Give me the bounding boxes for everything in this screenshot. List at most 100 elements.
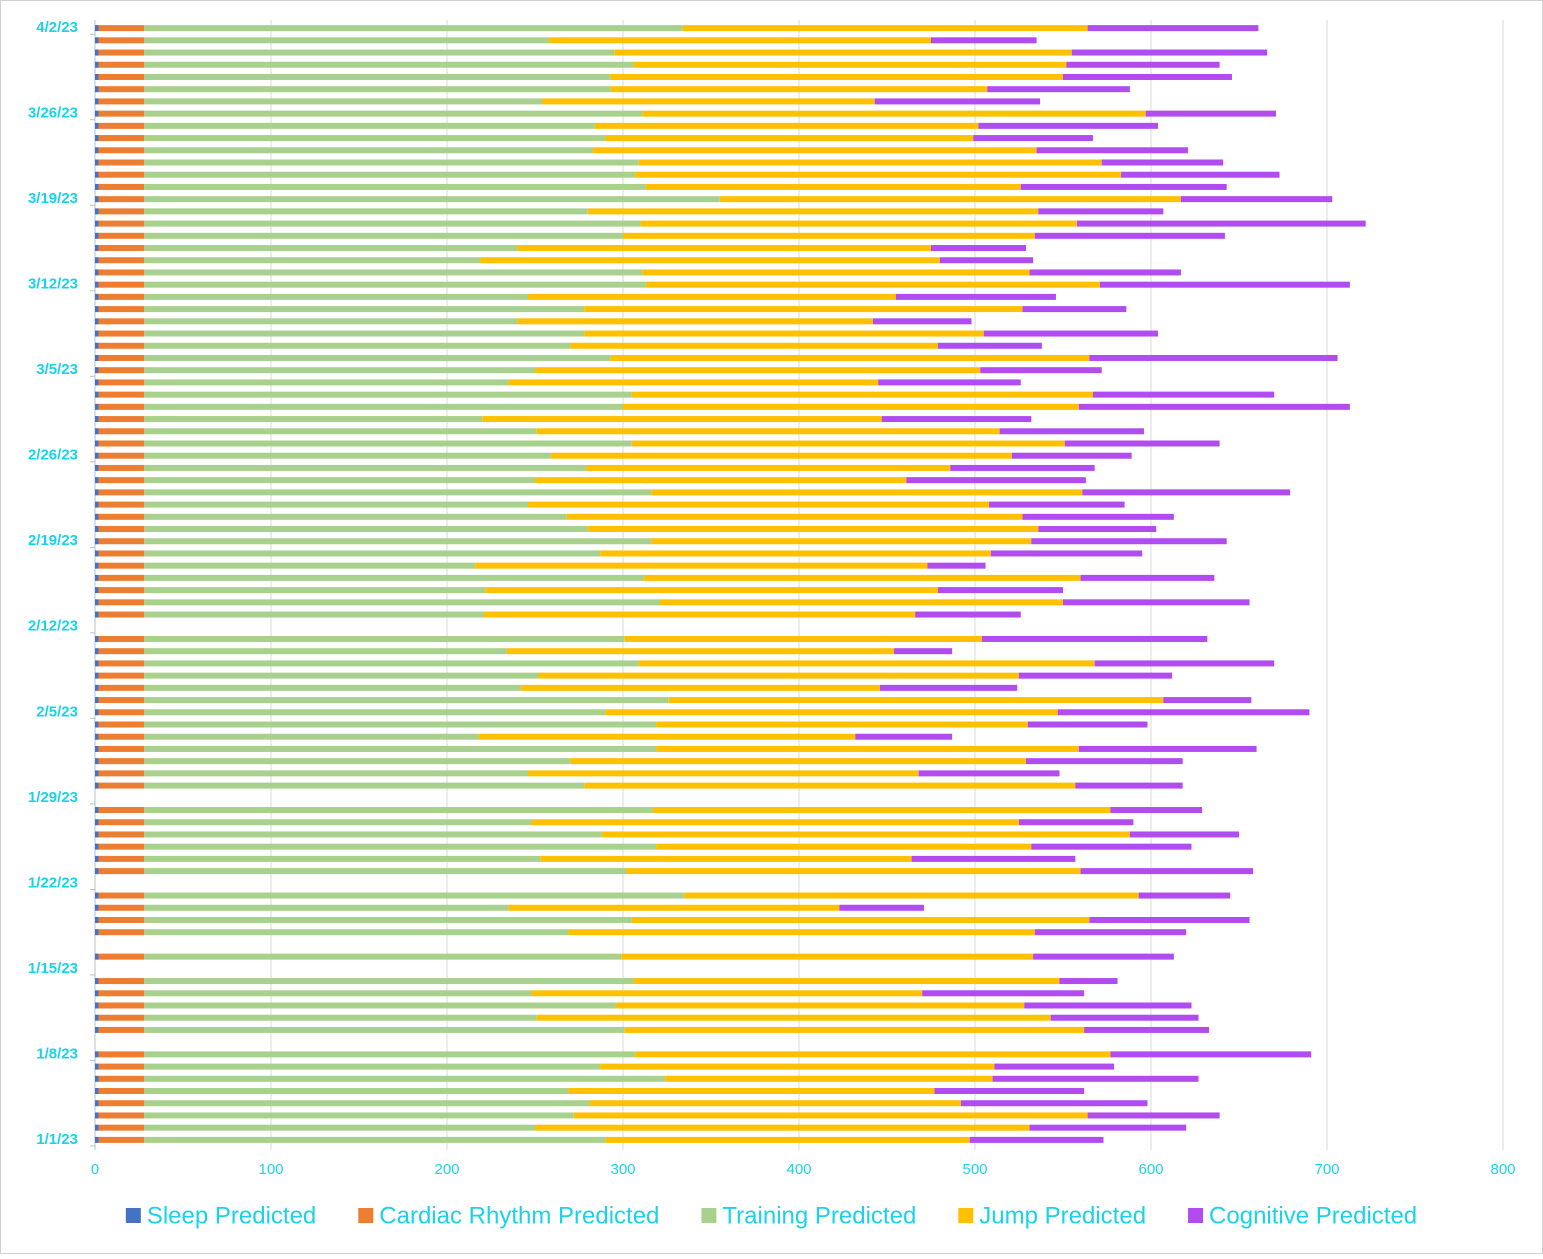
bar-segment (144, 477, 535, 484)
bar-segment (1129, 831, 1239, 838)
bar-segment (98, 25, 145, 32)
bar-segment (589, 1100, 961, 1107)
bar-segment (640, 220, 1078, 227)
bar-segment (98, 269, 145, 276)
bar-segment (144, 1051, 636, 1058)
bar-segment (483, 611, 916, 618)
y-tick-label: 1/29/23 (28, 789, 78, 806)
legend-label: Sleep Predicted (147, 1202, 316, 1229)
bar-segment (95, 550, 99, 557)
bar-segment (144, 745, 657, 752)
y-tick-label: 1/8/23 (36, 1045, 78, 1062)
y-tick-label: 1/15/23 (28, 960, 78, 977)
bar-segment (95, 831, 99, 838)
bar-segment (144, 587, 486, 594)
bar-segment (605, 709, 1058, 716)
legend-label: Training Predicted (722, 1202, 916, 1229)
bar-segment (98, 758, 145, 765)
bar-segment (95, 916, 99, 923)
bar-segment (645, 281, 1100, 288)
legend-swatch (701, 1208, 717, 1223)
bar-segment (95, 1026, 99, 1033)
bar-segment (98, 574, 145, 581)
bar-segment (98, 733, 145, 740)
bar-segment (95, 709, 99, 716)
bar-segment (95, 782, 99, 789)
legend-swatch (358, 1208, 374, 1223)
bar-segment (98, 122, 145, 129)
legend-label: Cognitive Predicted (1209, 1202, 1417, 1229)
bar-segment (95, 245, 99, 252)
bar-segment (95, 660, 99, 667)
bar-segment (95, 98, 99, 105)
bar-segment (98, 281, 145, 288)
bar-segment (144, 807, 653, 814)
bar-segment (95, 489, 99, 496)
bar-segment (98, 208, 145, 215)
bar-segment (98, 562, 145, 569)
bar-segment (144, 281, 646, 288)
bar-segment (95, 354, 99, 361)
bar-segment (98, 868, 145, 875)
bar-segment (605, 1136, 970, 1143)
bar-segment (144, 831, 602, 838)
bar-segment (638, 159, 1102, 166)
bar-segment (1036, 147, 1188, 154)
y-tick-label: 1/1/23 (36, 1131, 78, 1148)
bar-segment (95, 342, 99, 349)
bar-segment (144, 232, 623, 239)
bar-segment (95, 1051, 99, 1058)
bar-segment (98, 354, 145, 361)
legend-label: Cardiac Rhythm Predicted (379, 1202, 659, 1229)
bar-segment (987, 86, 1130, 93)
bar-segment (624, 635, 983, 642)
x-tick-label: 300 (610, 1161, 635, 1178)
bar-segment (98, 599, 145, 606)
bar-segment (1026, 758, 1183, 765)
bar-segment (95, 281, 99, 288)
bar-segment (540, 855, 912, 862)
bar-segment (98, 1124, 145, 1131)
bar-segment (98, 1100, 145, 1107)
bar-segment (1029, 269, 1181, 276)
bar-segment (95, 672, 99, 679)
bar-segment (517, 318, 873, 325)
bar-segment (938, 342, 1042, 349)
bar-segment (1031, 538, 1227, 545)
bar-segment (95, 1014, 99, 1021)
bar-segment (98, 183, 145, 190)
bar-segment (98, 501, 145, 508)
y-tick-label: 4/2/23 (36, 19, 78, 36)
bar-segment (1089, 916, 1250, 923)
bar-segment (144, 489, 652, 496)
bar-segment (584, 306, 1023, 313)
bar-segment (98, 1075, 145, 1082)
bar-segment (95, 61, 99, 68)
bar-segment (1011, 452, 1132, 459)
bar-segment (906, 477, 1086, 484)
bar-segment (95, 611, 99, 618)
bar-segment (1057, 709, 1310, 716)
bar-segment (506, 648, 895, 655)
bar-segment (144, 721, 657, 728)
bar-segment (95, 978, 99, 985)
bar-segment (144, 183, 646, 190)
bar-segment (144, 1112, 574, 1119)
bar-segment (621, 953, 1034, 960)
bar-segment (95, 147, 99, 154)
y-tick-label: 2/26/23 (28, 447, 78, 464)
bar-segment (938, 587, 1063, 594)
bar-segment (1092, 391, 1275, 398)
bar-segment (1063, 73, 1232, 80)
bar-segment (1101, 159, 1224, 166)
bar-segment (1078, 403, 1350, 410)
bar-segment (535, 367, 981, 374)
bar-segment (144, 159, 639, 166)
bar-segment (1110, 807, 1203, 814)
legend: Sleep Predicted Cardiac Rhythm Predicted T… (125, 1202, 1417, 1229)
bar-segment (98, 1136, 145, 1143)
bar-segment (144, 416, 483, 423)
bar-segment (668, 697, 1164, 704)
bar-segment (508, 904, 840, 911)
x-tick-label: 400 (786, 1161, 811, 1178)
